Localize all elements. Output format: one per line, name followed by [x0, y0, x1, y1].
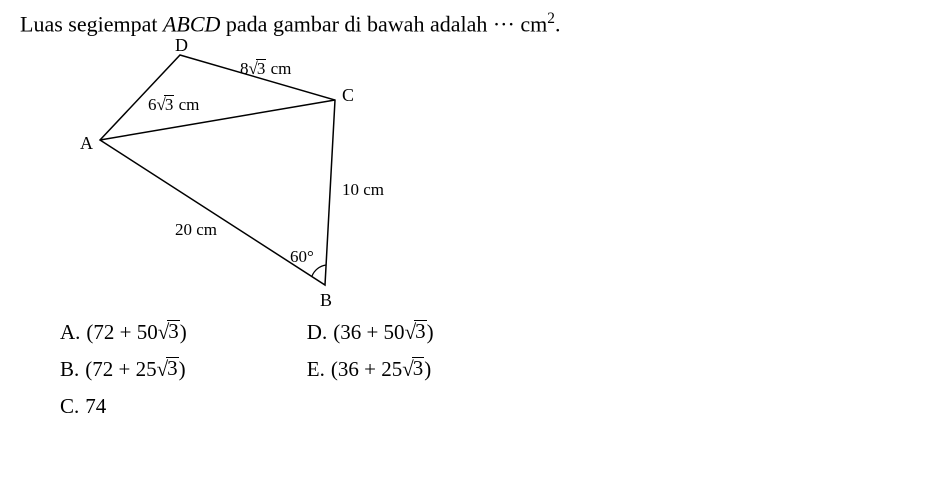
- option-d: D. (36 + 50√3): [307, 320, 434, 345]
- option-e: E. (36 + 25√3): [307, 357, 434, 382]
- diagonal-ac: [100, 100, 335, 140]
- question-suffix: .: [555, 11, 561, 36]
- edge-ab-label: 20 cm: [175, 220, 217, 240]
- angle-label: 60°: [290, 247, 314, 267]
- options-col-1: A. (72 + 50√3) B. (72 + 25√3) C. 74: [60, 320, 187, 419]
- question-unit: cm: [515, 11, 547, 36]
- question-dots: ···: [493, 11, 515, 36]
- vertex-d: D: [175, 35, 188, 56]
- question-exp: 2: [547, 10, 555, 27]
- vertex-b: B: [320, 290, 332, 311]
- option-a: A. (72 + 50√3): [60, 320, 187, 345]
- question-prefix: Luas segiempat: [20, 11, 163, 36]
- diagram: A B C D 8√3 cm 6√3 cm 20 cm 10 cm 60°: [80, 45, 420, 305]
- option-b: B. (72 + 25√3): [60, 357, 187, 382]
- vertex-c: C: [342, 85, 354, 106]
- quadrilateral-svg: [80, 45, 420, 305]
- option-b-letter: B.: [60, 357, 79, 382]
- option-e-letter: E.: [307, 357, 325, 382]
- edge-ad-label: 6√3 cm: [148, 95, 199, 115]
- option-a-letter: A.: [60, 320, 80, 345]
- options: A. (72 + 50√3) B. (72 + 25√3) C. 74 D. (…: [60, 320, 924, 419]
- edge-dc-label: 8√3 cm: [240, 59, 291, 79]
- question-middle: pada gambar di bawah adalah: [220, 11, 492, 36]
- question-text: Luas segiempat ABCD pada gambar di bawah…: [20, 10, 924, 37]
- edge-cb-label: 10 cm: [342, 180, 384, 200]
- vertex-a: A: [80, 133, 93, 154]
- option-c-letter: C.: [60, 394, 79, 419]
- angle-arc: [312, 265, 326, 276]
- option-d-letter: D.: [307, 320, 327, 345]
- question-shape: ABCD: [163, 11, 220, 36]
- option-c: C. 74: [60, 394, 187, 419]
- options-col-2: D. (36 + 50√3) E. (36 + 25√3): [307, 320, 434, 419]
